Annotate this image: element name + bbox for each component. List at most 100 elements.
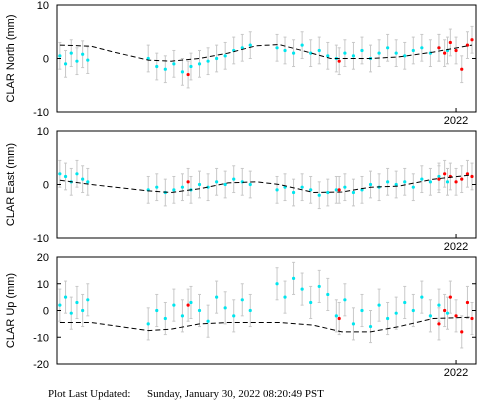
- data-point: [343, 51, 347, 55]
- data-point: [377, 303, 381, 307]
- data-point: [81, 52, 85, 56]
- data-point: [337, 59, 341, 63]
- data-point: [291, 190, 296, 195]
- y-tick-label: -10: [33, 233, 49, 245]
- data-point: [448, 40, 452, 45]
- data-point: [291, 276, 296, 280]
- data-point: [215, 180, 219, 184]
- data-point: [146, 322, 150, 326]
- data-point: [460, 330, 464, 334]
- data-point: [172, 62, 176, 66]
- data-point: [377, 51, 381, 55]
- data-point: [343, 185, 347, 189]
- data-point: [317, 284, 321, 289]
- data-point: [215, 56, 219, 61]
- data-point: [86, 298, 90, 302]
- data-point: [428, 180, 432, 184]
- data-point: [403, 180, 407, 184]
- data-point: [197, 308, 202, 313]
- data-point: [180, 185, 185, 189]
- data-point: [223, 54, 227, 58]
- y-axis-label: CLAR East (mm): [5, 143, 17, 226]
- data-point: [75, 172, 79, 176]
- data-point: [454, 314, 458, 318]
- data-point: [309, 300, 313, 305]
- data-point: [420, 177, 424, 181]
- data-point: [240, 46, 244, 50]
- data-point: [63, 174, 68, 179]
- data-point: [454, 48, 458, 53]
- data-point: [411, 185, 415, 189]
- data-point: [368, 182, 373, 187]
- data-point: [300, 287, 304, 291]
- data-point: [146, 56, 150, 61]
- data-point: [351, 190, 356, 195]
- data-point: [180, 314, 185, 318]
- model-line: [59, 174, 473, 194]
- data-point: [460, 67, 464, 71]
- data-point: [58, 303, 62, 307]
- data-point: [448, 295, 452, 299]
- data-point: [75, 59, 79, 63]
- data-point: [437, 322, 441, 326]
- data-point: [206, 185, 210, 189]
- data-point: [163, 316, 167, 321]
- model-line: [59, 316, 473, 333]
- data-point: [403, 54, 407, 58]
- data-point: [403, 300, 407, 305]
- data-point: [465, 172, 470, 176]
- data-point: [334, 314, 338, 318]
- data-point: [317, 193, 321, 197]
- data-point: [206, 319, 210, 323]
- data-point: [283, 48, 287, 53]
- data-point: [69, 51, 73, 55]
- footer-timestamp: Sunday, January 30, 2022 08:20:49 PST: [147, 388, 324, 400]
- data-point: [86, 58, 90, 62]
- data-point: [275, 46, 279, 50]
- data-point: [223, 306, 227, 310]
- data-point: [437, 46, 441, 50]
- model-line: [59, 44, 473, 62]
- data-point: [186, 303, 190, 307]
- data-point: [223, 182, 227, 187]
- data-point: [317, 48, 321, 53]
- data-point: [411, 48, 415, 53]
- data-point: [163, 67, 167, 71]
- data-point: [180, 70, 185, 74]
- data-point: [186, 180, 190, 184]
- data-point: [443, 51, 447, 55]
- data-point: [428, 314, 432, 318]
- y-tick-label: 20: [37, 252, 49, 264]
- data-point: [63, 295, 68, 299]
- x-tick-label: 2022: [444, 367, 468, 379]
- data-point: [172, 303, 176, 307]
- data-point: [360, 48, 364, 53]
- data-point: [326, 292, 330, 297]
- data-point: [58, 172, 62, 176]
- data-point: [155, 185, 159, 189]
- data-point: [248, 43, 252, 47]
- y-tick-label: 10: [37, 126, 49, 138]
- data-point: [465, 300, 470, 305]
- data-point: [186, 72, 190, 77]
- data-point: [454, 180, 458, 184]
- y-tick-label: 0: [43, 54, 49, 66]
- data-point: [394, 311, 398, 315]
- data-point: [437, 303, 441, 307]
- data-point: [343, 298, 347, 302]
- data-point: [337, 188, 341, 192]
- data-point: [248, 182, 252, 187]
- data-point: [300, 185, 304, 189]
- data-point: [337, 316, 341, 321]
- data-point: [309, 188, 313, 192]
- data-point: [63, 62, 68, 66]
- y-tick-label: -10: [33, 332, 49, 344]
- plot-area: [58, 159, 474, 210]
- data-point: [334, 188, 338, 192]
- data-point: [460, 177, 464, 181]
- data-point: [309, 51, 313, 55]
- data-point: [240, 298, 244, 302]
- data-point: [232, 314, 236, 318]
